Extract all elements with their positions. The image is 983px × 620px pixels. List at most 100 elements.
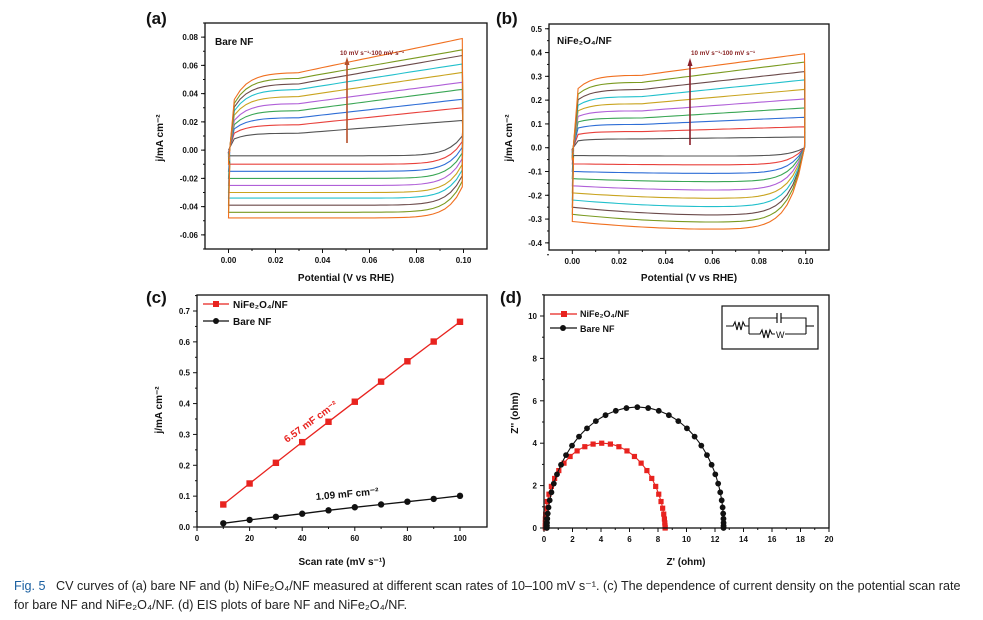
panel-label-d: (d) <box>500 288 522 307</box>
annotation-a: 10 mV s⁻¹-100 mV s⁻¹ <box>340 50 404 57</box>
panel-b: (b) 0.00 0.02 0.04 0.06 0.08 0.10 0.5 0.4 0.3 0.2… <box>496 9 830 284</box>
legend-label-nife2o4-c: NiFe₂O₄/NF <box>233 300 288 311</box>
x-tick-label: 0.08 <box>409 256 425 265</box>
y-tick-label: 0.5 <box>179 369 191 378</box>
x-tick-label: 20 <box>825 535 834 544</box>
y-tick-label: 0.06 <box>182 61 198 70</box>
data-point-nife2o4 <box>430 338 437 345</box>
data-point-nife2o4 <box>567 453 573 460</box>
legend-c: NiFe₂O₄/NF Bare NF <box>203 300 288 328</box>
data-point-nife2o4 <box>456 318 464 325</box>
figure: (a) 0.00 0.02 0.04 0.06 0.08 0.100.080.060.04… <box>146 9 834 568</box>
y-tick-label: -0.04 <box>180 203 199 212</box>
data-point-bare-nf <box>612 407 619 414</box>
y-tick-label: 4 <box>533 439 538 448</box>
data-point-bare-nf <box>675 418 682 425</box>
y-axis-label-b: j/mA cm⁻² <box>504 114 515 163</box>
x-tick-label: 0.00 <box>221 256 237 265</box>
data-point-bare-nf <box>623 405 630 411</box>
y-tick-label: 0 <box>533 524 538 533</box>
data-point-nife2o4 <box>351 398 358 405</box>
annotation-b: 10 mV s⁻¹-100 mV s⁻¹ <box>691 50 755 57</box>
data-point-nife2o4 <box>590 441 596 447</box>
cv-curve-10mVs <box>571 136 806 157</box>
data-point-nife2o4 <box>656 491 662 497</box>
data-point-bare-nf <box>719 504 726 511</box>
arrow-head-b <box>687 58 693 66</box>
data-point-nife2o4 <box>561 460 567 466</box>
data-point-bare-nf <box>351 504 358 511</box>
figure-number: Fig. 5 <box>14 579 46 593</box>
data-point-nife2o4 <box>272 459 280 467</box>
data-point-bare-nf <box>546 497 553 504</box>
y-tick-label: -0.06 <box>180 231 199 240</box>
plot-area-d <box>542 404 727 531</box>
y-tick-label: 6 <box>533 397 538 406</box>
data-point-nife2o4 <box>607 441 613 447</box>
y-tick-label: 0.02 <box>182 118 198 127</box>
data-point-nife2o4 <box>546 491 552 497</box>
data-point-nife2o4 <box>649 475 655 482</box>
data-point-bare-nf <box>456 492 464 500</box>
series-line-bare-nf <box>223 495 461 524</box>
data-point-bare-nf <box>715 480 722 487</box>
x-tick-label: 0.06 <box>362 256 378 265</box>
legend-marker-bare-nf-d <box>560 325 566 331</box>
legend-label-bare-nf-c: Bare NF <box>233 317 271 328</box>
data-point-nife2o4 <box>660 505 666 511</box>
y-tick-label: 2 <box>533 482 538 491</box>
data-point-bare-nf <box>720 510 727 517</box>
y-tick-label: -0.3 <box>528 215 542 224</box>
y-tick-label: 0.0 <box>531 144 543 153</box>
data-point-nife2o4 <box>631 453 638 460</box>
data-point-bare-nf <box>558 461 564 468</box>
data-point-nife2o4 <box>624 448 630 454</box>
y-axis-label-a: j/mA cm⁻² <box>155 114 166 163</box>
x-tick-label: 12 <box>711 535 720 544</box>
data-point-bare-nf <box>550 480 557 487</box>
x-tick-label: 0.04 <box>658 257 674 266</box>
x-tick-label: 0 <box>542 535 547 544</box>
data-point-bare-nf <box>545 504 552 511</box>
x-tick-label: 4 <box>599 535 604 544</box>
data-point-nife2o4 <box>404 358 411 365</box>
x-tick-label: 6 <box>627 535 632 544</box>
data-point-bare-nf <box>691 433 698 440</box>
axis-ticks-a: 0.00 0.02 0.04 0.06 0.08 0.10 0.08 0.06 0.04 0.02… <box>180 22 472 265</box>
cv-curve-90mVs <box>227 49 464 213</box>
x-tick-label: 60 <box>350 534 359 543</box>
x-axis-label-c: Scan rate (mV s⁻¹) <box>299 557 386 568</box>
data-point-bare-nf <box>569 442 575 449</box>
y-tick-label: 8 <box>533 354 538 363</box>
data-point-nife2o4 <box>582 444 588 450</box>
data-point-nife2o4 <box>574 448 580 454</box>
data-point-nife2o4 <box>653 483 659 490</box>
data-point-nife2o4 <box>644 467 650 474</box>
y-tick-label: 0.3 <box>179 430 191 439</box>
data-point-bare-nf <box>220 520 227 527</box>
caption-text: CV curves of (a) bare NF and (b) NiFe₂O₄… <box>14 579 961 612</box>
data-point-bare-nf <box>634 404 641 411</box>
data-point-bare-nf <box>704 452 710 459</box>
data-point-bare-nf <box>576 433 582 440</box>
data-point-bare-nf <box>584 425 590 432</box>
x-tick-label: 0.04 <box>315 256 331 265</box>
data-point-bare-nf <box>554 471 560 478</box>
data-point-bare-nf <box>325 507 332 514</box>
data-point-nife2o4 <box>377 378 385 385</box>
cv-curve-100mVs <box>227 37 464 219</box>
data-point-bare-nf <box>544 510 551 517</box>
data-point-nife2o4 <box>299 438 306 446</box>
data-point-bare-nf <box>430 495 437 503</box>
data-point-bare-nf <box>720 515 727 522</box>
data-point-nife2o4 <box>548 483 554 490</box>
data-point-bare-nf <box>645 405 652 411</box>
data-point-bare-nf <box>299 510 306 517</box>
axis-ticks-b: 0.00 0.02 0.04 0.06 0.08 0.10 0.5 0.4 0.3 0.2 0.1 0… <box>528 25 814 266</box>
data-point-bare-nf <box>592 418 599 425</box>
x-tick-label: 0.06 <box>705 257 721 266</box>
panel-d: (d) 0 2 4 6 8 10 12 14 16 18 20 0 2 4 6 8 10 NiFe₂O₄/NF … <box>500 288 834 568</box>
figure-caption: Fig. 5 CV curves of (a) bare NF and (b) … <box>14 577 974 615</box>
x-tick-label: 8 <box>656 535 661 544</box>
x-tick-label: 20 <box>245 534 254 543</box>
